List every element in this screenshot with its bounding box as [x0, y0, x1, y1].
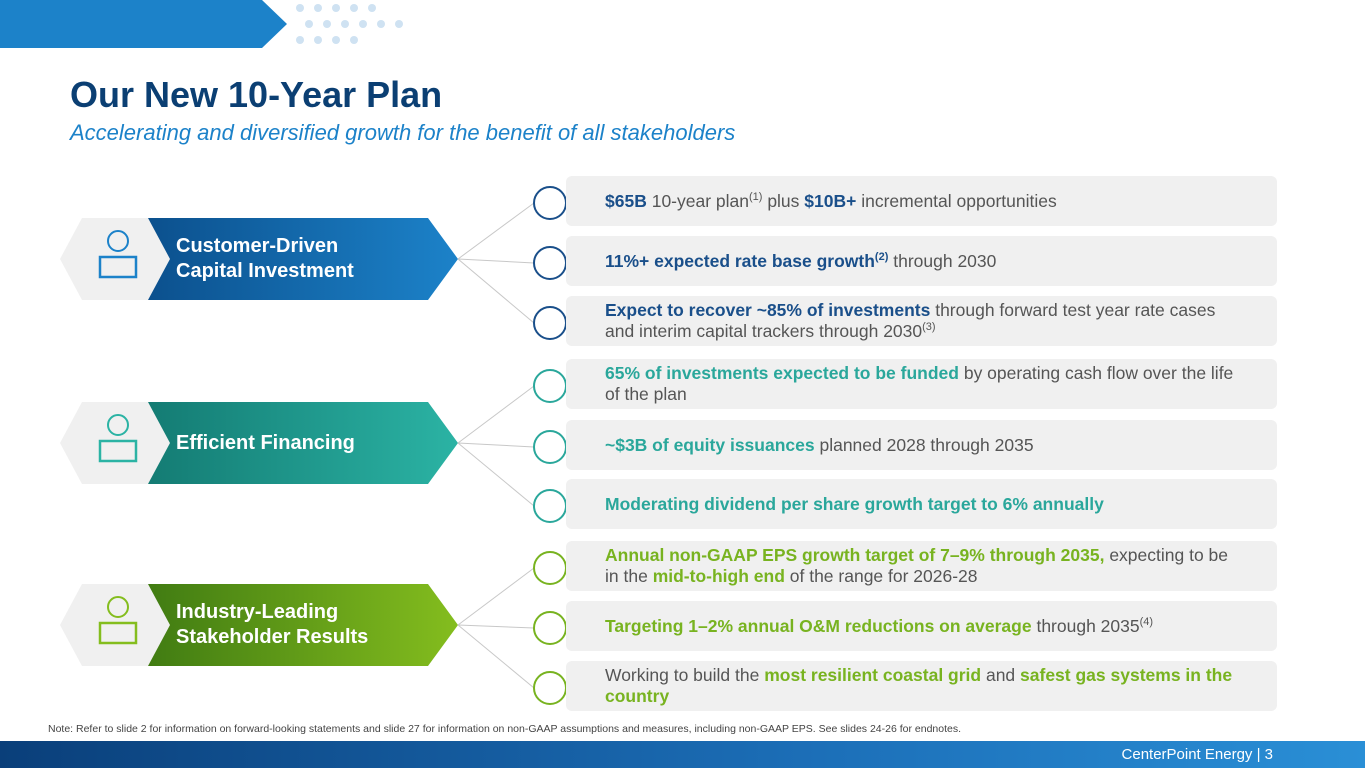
icon-hexagon	[60, 402, 170, 484]
item-text: 65% of investments expected to be funded…	[605, 363, 1245, 405]
item-bullet	[533, 611, 567, 645]
item-run: (4)	[1139, 615, 1154, 628]
connector	[457, 624, 535, 689]
subtitle: Accelerating and diversified growth for …	[70, 120, 736, 145]
item-run: 65% of investments expected to be funded	[605, 363, 959, 383]
item-run: through forward test year rate cases and…	[605, 300, 1216, 341]
item-run: $65B	[605, 190, 647, 211]
item-text: $65B 10-year plan(1) plus $10B+ incremen…	[605, 191, 1245, 212]
pillar-label-line: Customer-Driven	[176, 235, 339, 257]
icon-hexagon	[60, 218, 170, 300]
connector	[457, 258, 535, 264]
pillar-label-line: Industry-Leading	[176, 601, 339, 623]
item-run: most resilient coastal grid	[764, 665, 982, 685]
item-run: mid-to-high end	[652, 566, 785, 586]
icon	[98, 255, 138, 279]
item-text: Targeting 1–2% annual O&M reductions on …	[605, 616, 1245, 637]
item-text: ~$3B of equity issuances planned 2028 th…	[605, 435, 1245, 456]
item-run: ~$3B of equity issuances	[605, 434, 815, 455]
pillar-label: Industry-Leading Stakeholder Results	[176, 600, 368, 650]
top-banner	[0, 0, 287, 48]
pillar-label-line: Stakeholder Results	[176, 626, 369, 648]
pillar-label: Customer-Driven Capital Investment	[176, 234, 354, 284]
item-run: of the range for 2026-28	[784, 566, 978, 586]
icon	[107, 230, 129, 252]
item-run: planned 2028 through 2035	[814, 434, 1034, 455]
pillar-ribbon	[140, 584, 458, 666]
connector	[457, 567, 535, 626]
item-bullet	[533, 671, 567, 705]
icon	[107, 414, 129, 436]
connector	[457, 202, 535, 260]
item-box	[566, 236, 1277, 286]
item-text: Moderating dividend per share growth tar…	[605, 494, 1245, 515]
item-text: Expect to recover ~85% of investments th…	[605, 300, 1245, 342]
dot-pattern	[296, 4, 403, 44]
item-run: (1)	[749, 190, 763, 203]
item-run: Working to build the	[605, 665, 765, 685]
item-bullet	[533, 186, 567, 220]
connector	[457, 258, 535, 324]
item-bullet	[533, 489, 567, 523]
item-box	[566, 176, 1277, 226]
connector	[457, 442, 535, 448]
item-run: 10-year plan	[646, 190, 749, 211]
pillar-label: Efficient Financing	[176, 431, 355, 456]
footer-bar	[0, 741, 1365, 768]
item-run: and	[981, 665, 1021, 685]
footer-brand: CenterPoint Energy | 3	[1121, 746, 1273, 763]
item-run: (3)	[922, 321, 936, 334]
item-run: safest gas systems in the country	[605, 665, 1233, 706]
item-run: by operating cash flow over the life of …	[605, 363, 1234, 404]
item-run: through 2030	[888, 250, 997, 271]
graphics	[0, 0, 567, 705]
pillar-ribbon	[140, 402, 458, 484]
pillar-ribbon	[140, 218, 458, 300]
item-text: 11%+ expected rate base growth(2) throug…	[605, 251, 1245, 272]
icon	[98, 439, 138, 463]
item-run: expecting to be in the	[605, 545, 1229, 586]
item-box	[566, 359, 1277, 409]
item-run: (2)	[874, 250, 889, 263]
item-box	[566, 601, 1277, 651]
icon-hexagon	[60, 584, 170, 666]
connector	[457, 442, 535, 507]
connector	[457, 624, 535, 629]
item-box	[566, 420, 1277, 470]
connector	[457, 385, 535, 444]
item-run: Expect to recover ~85% of investments	[605, 300, 931, 320]
item-bullet	[533, 306, 567, 340]
item-run: plus	[762, 190, 805, 211]
item-box	[566, 661, 1277, 711]
item-bullet	[533, 246, 567, 280]
item-box	[566, 541, 1277, 591]
item-box	[566, 296, 1277, 346]
item-bullet	[533, 430, 567, 464]
footnote: Note: Refer to slide 2 for information o…	[48, 723, 962, 735]
item-run: through 2035	[1031, 615, 1140, 636]
item-run: Annual non-GAAP EPS growth target of 7–9…	[605, 545, 1105, 565]
icon	[98, 621, 138, 645]
item-run: incremental opportunities	[856, 190, 1057, 211]
pillar-label-line: Capital Investment	[176, 260, 354, 282]
pillar-label-line: Efficient Financing	[176, 431, 355, 454]
item-bullet	[533, 369, 567, 403]
item-run: 11%+ expected rate base growth	[605, 250, 875, 271]
item-run: $10B+	[804, 190, 857, 211]
item-run: Moderating dividend per share growth tar…	[605, 493, 1104, 514]
title: Our New 10-Year Plan	[70, 74, 443, 115]
item-box	[566, 479, 1277, 529]
item-text: Working to build the most resilient coas…	[605, 665, 1245, 707]
item-bullet	[533, 551, 567, 585]
icon	[107, 596, 129, 618]
item-text: Annual non-GAAP EPS growth target of 7–9…	[605, 545, 1245, 587]
item-run: Targeting 1–2% annual O&M reductions on …	[605, 615, 1032, 636]
